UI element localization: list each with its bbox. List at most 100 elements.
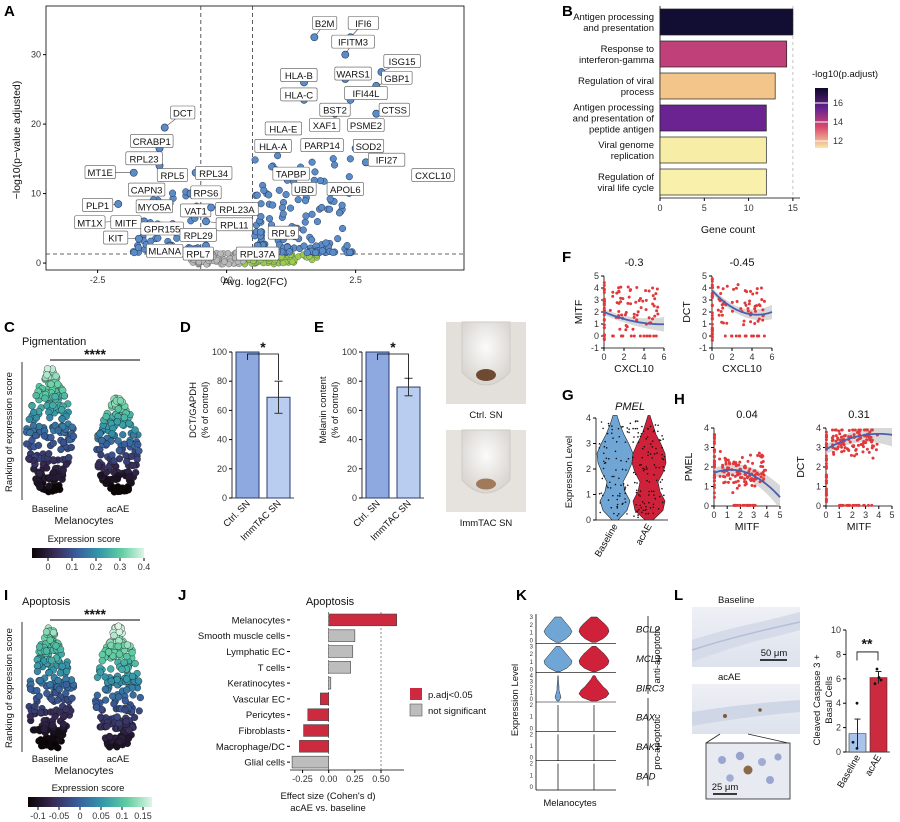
correlation-value: 0.04 bbox=[736, 409, 757, 421]
scatter-x-label: MITF bbox=[735, 521, 760, 533]
gene-label: KIT bbox=[108, 234, 123, 245]
gene-label: RPL5 bbox=[161, 171, 185, 182]
cell-point bbox=[721, 475, 725, 479]
cell-point bbox=[125, 726, 133, 734]
cell-point bbox=[869, 435, 873, 439]
cell-point bbox=[625, 460, 628, 463]
cell-point bbox=[624, 488, 626, 490]
cell-point bbox=[46, 636, 54, 644]
cell-point bbox=[621, 334, 625, 338]
go-bar bbox=[659, 136, 767, 164]
cell-point bbox=[853, 503, 857, 507]
volcano-point-labeled bbox=[114, 200, 123, 208]
cell-point bbox=[106, 733, 114, 741]
cell-point bbox=[712, 486, 716, 490]
cell-type-label: Smooth muscle cells bbox=[198, 631, 285, 642]
go-bar bbox=[659, 168, 767, 196]
y-tick-label: 10 bbox=[31, 189, 41, 199]
x-tick-label: 6 bbox=[661, 352, 666, 362]
gene-label: B2M bbox=[315, 19, 335, 30]
legend-tick-label: 0.2 bbox=[90, 562, 103, 572]
cell-point bbox=[645, 508, 647, 511]
volcano-point bbox=[130, 249, 138, 257]
apoptosis-colorbar bbox=[28, 797, 152, 807]
cell-point bbox=[726, 480, 730, 484]
gene-label: PLP1 bbox=[86, 201, 109, 212]
cell-point bbox=[643, 502, 646, 505]
cell-point bbox=[114, 405, 122, 413]
cell-point bbox=[645, 466, 648, 468]
y-tick-label: 2 bbox=[836, 723, 841, 733]
gene-label-box bbox=[195, 166, 233, 180]
cell-point bbox=[870, 440, 874, 444]
cell-point bbox=[51, 393, 59, 401]
panel-j: J Apoptosis Melanocytes Smooth muscle cel… bbox=[178, 587, 486, 814]
gene-label-box bbox=[331, 34, 375, 49]
cell-point bbox=[637, 441, 640, 444]
cell-point bbox=[626, 484, 629, 487]
cell-point bbox=[756, 453, 760, 457]
volcano-point bbox=[286, 204, 295, 212]
violin-baseline bbox=[596, 415, 634, 521]
cell-point bbox=[748, 299, 752, 303]
gene-label-box bbox=[272, 166, 310, 181]
y-tick-label: 60 bbox=[347, 405, 357, 415]
cell-point bbox=[634, 427, 637, 430]
cell-point bbox=[646, 436, 649, 439]
gene-label-box bbox=[235, 246, 280, 261]
cell-point bbox=[110, 700, 118, 708]
cell-point bbox=[759, 475, 763, 479]
cell-point bbox=[103, 468, 111, 476]
legend-tick-label: 0.1 bbox=[66, 562, 79, 572]
cell-point bbox=[710, 335, 714, 339]
volcano-point bbox=[343, 242, 351, 250]
cell-point bbox=[835, 447, 839, 451]
cell-point bbox=[641, 447, 644, 450]
cell-point bbox=[652, 304, 656, 308]
gene-label-box bbox=[84, 165, 116, 180]
panel-letter-j: J bbox=[178, 587, 186, 604]
cell-point bbox=[643, 468, 646, 471]
cell-point bbox=[632, 312, 636, 316]
cell-point bbox=[719, 291, 723, 295]
volcano-point bbox=[265, 191, 273, 199]
volcano-point bbox=[275, 186, 283, 194]
cell-point bbox=[113, 713, 121, 721]
cell-point bbox=[712, 479, 716, 483]
x-tick-label: 0.50 bbox=[372, 774, 390, 784]
correlation-value: -0.45 bbox=[729, 257, 754, 269]
caspase-y-label-1: Cleaved Caspase 3 + bbox=[812, 654, 823, 746]
cell-point bbox=[108, 430, 116, 438]
cell-point bbox=[621, 297, 625, 301]
gene-label-box bbox=[264, 121, 302, 136]
cell-point bbox=[661, 487, 663, 490]
cell-point bbox=[661, 453, 663, 456]
cell-point bbox=[103, 440, 111, 448]
gene-label-box bbox=[280, 87, 318, 102]
data-point bbox=[855, 746, 859, 750]
cell-point bbox=[838, 432, 842, 436]
cell-point bbox=[115, 693, 123, 701]
volcano-point bbox=[147, 237, 155, 245]
volcano-point bbox=[318, 203, 326, 212]
cell-point bbox=[836, 445, 840, 449]
x-tick-label: 4 bbox=[641, 352, 646, 362]
volcano-point-labeled bbox=[372, 109, 381, 118]
cell-point bbox=[748, 467, 752, 471]
panel-letter-f: F bbox=[562, 249, 571, 266]
cell-point bbox=[625, 469, 627, 471]
cell-point bbox=[735, 486, 739, 490]
y-tick-label: 40 bbox=[217, 435, 227, 445]
cell-point bbox=[50, 468, 58, 476]
cell-point bbox=[746, 459, 750, 463]
effect-bar bbox=[303, 724, 329, 737]
gene-label: IFI27 bbox=[376, 156, 398, 167]
panel-letter-h: H bbox=[674, 391, 685, 408]
apoptosis-significance: **** bbox=[84, 606, 106, 622]
cell-point bbox=[632, 441, 634, 443]
legend-tick-label: 0 bbox=[77, 811, 82, 821]
cell-point bbox=[754, 477, 758, 481]
cell-point bbox=[737, 463, 741, 467]
dct-y-label-1: DCT/GAPDH bbox=[188, 382, 199, 438]
cell-point bbox=[733, 503, 737, 507]
